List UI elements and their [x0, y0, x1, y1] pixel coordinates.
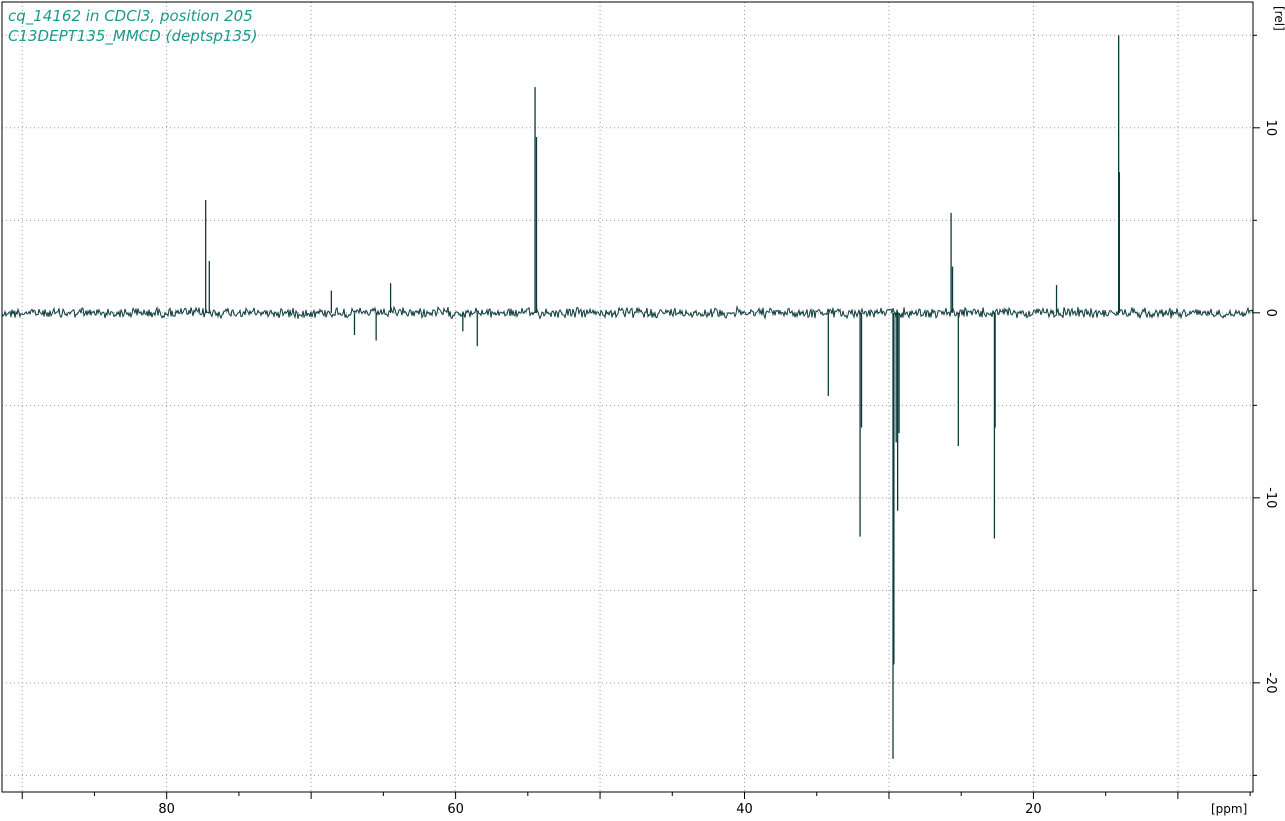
x-tick-label: 40 — [736, 802, 753, 817]
y-axis-unit-label: [rel] — [1272, 6, 1285, 31]
spectrum-title-line-1: cq_14162 in CDCl3, position 205 — [8, 7, 253, 26]
x-tick-label: 60 — [447, 802, 464, 817]
y-tick-label: 10 — [1263, 120, 1278, 137]
axis-ticks — [21, 34, 1260, 799]
y-tick-label: -10 — [1263, 487, 1278, 508]
y-tick-label: -20 — [1263, 672, 1278, 693]
peak-layer — [205, 35, 1121, 759]
spectrum-title-line-2: C13DEPT135_MMCD (deptsp135) — [8, 27, 257, 46]
x-tick-label: 20 — [1025, 802, 1042, 817]
baseline-noise-trace — [1, 304, 1254, 320]
y-tick-label: 0 — [1263, 309, 1278, 317]
grid-layer — [2, 2, 1253, 792]
x-axis-unit-label: [ppm] — [1211, 802, 1247, 816]
x-tick-label: 80 — [158, 802, 175, 817]
plot-frame — [1, 1, 1254, 793]
tick-labels: 80 60 40 20 10 0 -10 -20 — [158, 120, 1278, 817]
